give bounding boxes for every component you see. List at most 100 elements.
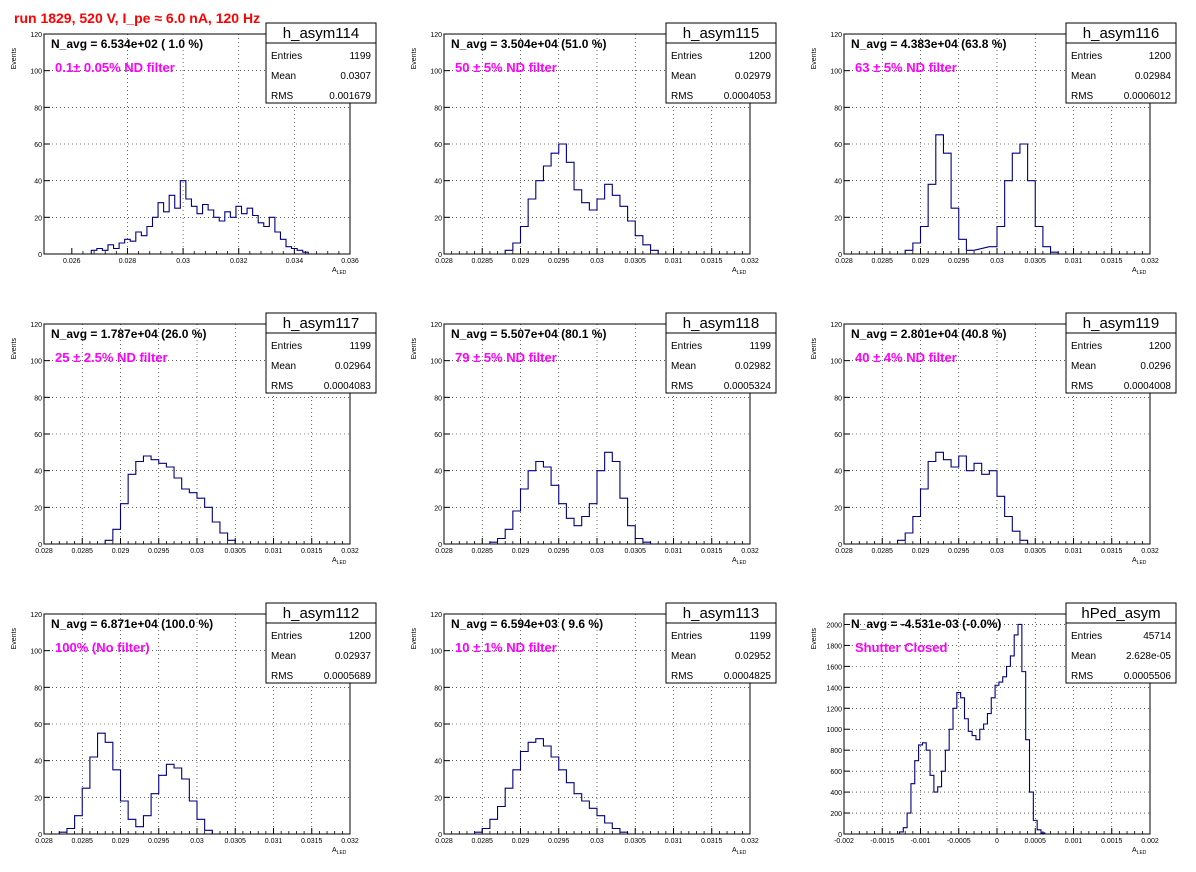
y-axis-label: Events (811, 628, 818, 650)
stats-value: 0.0005324 (724, 381, 772, 392)
x-axis-label-sub: LED (337, 850, 347, 856)
x-axis-label-sub: LED (737, 560, 747, 566)
histogram-panel-hPed_asym: -0.002 -0.0015 -0.001 -0.0005 0 0.0005 0.001 0.… (811, 602, 1177, 856)
stats-value: 1199 (349, 51, 371, 62)
y-tick-label: 40 (434, 469, 442, 476)
x-axis-label-sub: LED (1137, 850, 1147, 856)
y-tick-label: 60 (434, 142, 442, 149)
y-axis-label: Events (11, 48, 18, 70)
y-tick-label: 20 (34, 795, 42, 802)
stats-box (665, 42, 777, 104)
stats-box (1065, 42, 1177, 104)
x-tick-label: 0.029 (912, 258, 930, 265)
stats-label: Mean (1071, 651, 1096, 662)
x-tick-label: 0.0305 (1025, 258, 1047, 265)
x-tick-label: 0.031 (265, 548, 283, 555)
y-tick-label: 120 (430, 322, 442, 329)
y-axis-label: Events (411, 628, 418, 650)
stats-title: h_asym113 (683, 605, 759, 622)
y-tick-label: 0 (438, 832, 442, 839)
x-tick-label: 0.0005 (1025, 838, 1047, 845)
x-tick-label: 0.028 (35, 838, 53, 845)
histogram-panel-h_asym119: 0.028 0.0285 0.029 0.0295 0.03 0.0305 0.031 0.0… (811, 312, 1177, 566)
stats-title: h_asym116 (1083, 25, 1159, 42)
y-tick-label: 100 (30, 69, 42, 76)
stats-value: 0.0296 (1140, 361, 1171, 372)
x-axis-label: ALED (732, 557, 747, 566)
y-tick-label: 80 (434, 395, 442, 402)
n-avg-label: N_avg = 6.871e+04 (100.0 %) (51, 617, 213, 631)
x-tick-label: 0 (995, 838, 999, 845)
stats-value: 0.02982 (735, 361, 772, 372)
stats-value: 0.0004083 (324, 381, 372, 392)
filter-annotation: 40 ± 4% ND filter (855, 350, 957, 365)
x-tick-label: 0.0285 (72, 838, 94, 845)
x-tick-label: 0.0315 (301, 838, 323, 845)
x-axis-label: ALED (332, 557, 347, 566)
x-tick-label: 0.031 (665, 258, 683, 265)
y-tick-label: 100 (30, 359, 42, 366)
y-tick-label: 100 (430, 649, 442, 656)
stats-box (665, 622, 777, 684)
filter-annotation: 10 ± 1% ND filter (455, 640, 557, 655)
x-tick-label: 0.0285 (472, 838, 494, 845)
x-tick-label: 0.0315 (1101, 258, 1123, 265)
stats-label: Mean (671, 361, 696, 372)
x-tick-label: 0.0315 (1101, 548, 1123, 555)
x-tick-label: 0.032 (341, 838, 359, 845)
x-tick-label: 0.0295 (548, 548, 570, 555)
y-tick-label: 120 (430, 32, 442, 39)
x-tick-label: 0.0295 (148, 838, 170, 845)
y-axis-label: Events (411, 48, 418, 70)
y-axis-label: Events (411, 338, 418, 360)
x-tick-label: 0.031 (665, 838, 683, 845)
stats-title: h_asym112 (283, 605, 359, 622)
n-avg-label: N_avg = 1.787e+04 (26.0 %) (51, 327, 206, 341)
stats-value: 1200 (749, 51, 772, 62)
x-tick-label: 0.0315 (701, 838, 723, 845)
histogram-bars (90, 180, 309, 254)
x-axis-label: ALED (732, 847, 747, 856)
y-tick-label: 20 (434, 795, 442, 802)
filter-annotation: 25 ± 2.5% ND filter (55, 350, 168, 365)
histogram-bars (104, 455, 236, 544)
x-tick-label: 0.029 (512, 548, 530, 555)
histogram-panel-h_asym114: 0.026 0.028 0.03 0.032 0.034 0.036 0 20 40 60 80 10… (11, 22, 377, 276)
x-tick-label: 0.028 (835, 258, 853, 265)
x-tick-label: 0.028 (435, 548, 453, 555)
y-tick-label: 0 (438, 252, 442, 259)
histogram-panel-h_asym116: 0.028 0.0285 0.029 0.0295 0.03 0.0305 0.031 0.0… (811, 22, 1177, 276)
x-tick-label: 0.0285 (472, 258, 494, 265)
stats-value: 0.02937 (335, 651, 372, 662)
y-tick-label: 1600 (826, 664, 842, 671)
x-axis-label-sub: LED (337, 270, 347, 276)
x-axis-label-sub: LED (1137, 270, 1147, 276)
y-tick-label: 1000 (826, 727, 842, 734)
stats-title: h_asym117 (283, 315, 359, 332)
x-axis-label-sub: LED (737, 270, 747, 276)
y-tick-label: 40 (434, 179, 442, 186)
n-avg-label: N_avg = 2.801e+04 (40.8 %) (851, 327, 1006, 341)
x-tick-label: 0.03 (590, 838, 604, 845)
y-tick-label: 100 (430, 359, 442, 366)
y-tick-label: 60 (34, 142, 42, 149)
x-tick-label: 0.03 (990, 548, 1004, 555)
stats-label: Entries (1071, 631, 1102, 642)
x-tick-label: 0.0305 (625, 548, 647, 555)
x-tick-label: 0.032 (741, 258, 759, 265)
y-tick-label: 0 (38, 832, 42, 839)
histogram-panel-h_asym112: 0.028 0.0285 0.029 0.0295 0.03 0.0305 0.031 0.0… (11, 602, 377, 856)
x-axis-label: ALED (332, 267, 347, 276)
x-axis-label: ALED (1132, 847, 1147, 856)
stats-value: 0.001679 (329, 91, 371, 102)
stats-label: RMS (271, 671, 294, 682)
histogram-bars (504, 143, 659, 254)
stats-value: 0.0005506 (1124, 671, 1172, 682)
stats-label: Entries (271, 631, 302, 642)
histogram-panel-h_asym118: 0.028 0.0285 0.029 0.0295 0.03 0.0305 0.031 0.0… (411, 312, 777, 566)
x-tick-label: 0.032 (341, 548, 359, 555)
stats-label: Mean (671, 651, 696, 662)
stats-value: 2.628e-05 (1126, 651, 1171, 662)
x-tick-label: 0.03 (190, 548, 204, 555)
